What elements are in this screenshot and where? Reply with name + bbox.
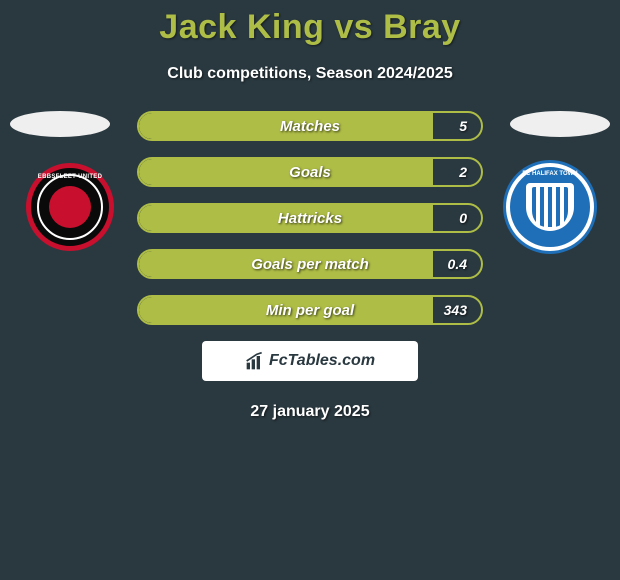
stat-bar: Hattricks 0 <box>137 203 483 233</box>
stat-bar: Min per goal 343 <box>137 295 483 325</box>
stat-label: Goals <box>139 159 481 185</box>
date-text: 27 january 2025 <box>0 403 620 421</box>
stat-value: 0 <box>459 205 467 231</box>
stat-bar: Goals per match 0.4 <box>137 249 483 279</box>
subtitle: Club competitions, Season 2024/2025 <box>0 65 620 83</box>
stat-label: Goals per match <box>139 251 481 277</box>
stats-bars: Matches 5 Goals 2 Hattricks 0 Goals per … <box>137 111 483 325</box>
club-badge-left-inner <box>49 186 91 228</box>
club-badge-left-text: EBBSFLEET UNITED <box>31 174 109 180</box>
stat-value: 2 <box>459 159 467 185</box>
stat-value: 0.4 <box>448 251 467 277</box>
stat-label: Matches <box>139 113 481 139</box>
club-badge-right-stripes <box>532 187 568 227</box>
club-badge-left: EBBSFLEET UNITED <box>26 163 114 251</box>
stat-value: 5 <box>459 113 467 139</box>
page-title: Jack King vs Bray <box>0 0 620 47</box>
player-photo-right <box>510 111 610 137</box>
stat-label: Min per goal <box>139 297 481 323</box>
club-badge-right: FC HALIFAX TOWN <box>506 163 594 251</box>
comparison-layout: EBBSFLEET UNITED FC HALIFAX TOWN Matches… <box>0 111 620 421</box>
chart-icon <box>245 351 265 371</box>
stat-label: Hattricks <box>139 205 481 231</box>
stat-bar: Goals 2 <box>137 157 483 187</box>
stat-bar: Matches 5 <box>137 111 483 141</box>
brand-text: FcTables.com <box>269 352 375 370</box>
brand-box[interactable]: FcTables.com <box>202 341 418 381</box>
stat-value: 343 <box>444 297 467 323</box>
player-photo-left <box>10 111 110 137</box>
club-badge-right-text: FC HALIFAX TOWN <box>510 171 590 177</box>
